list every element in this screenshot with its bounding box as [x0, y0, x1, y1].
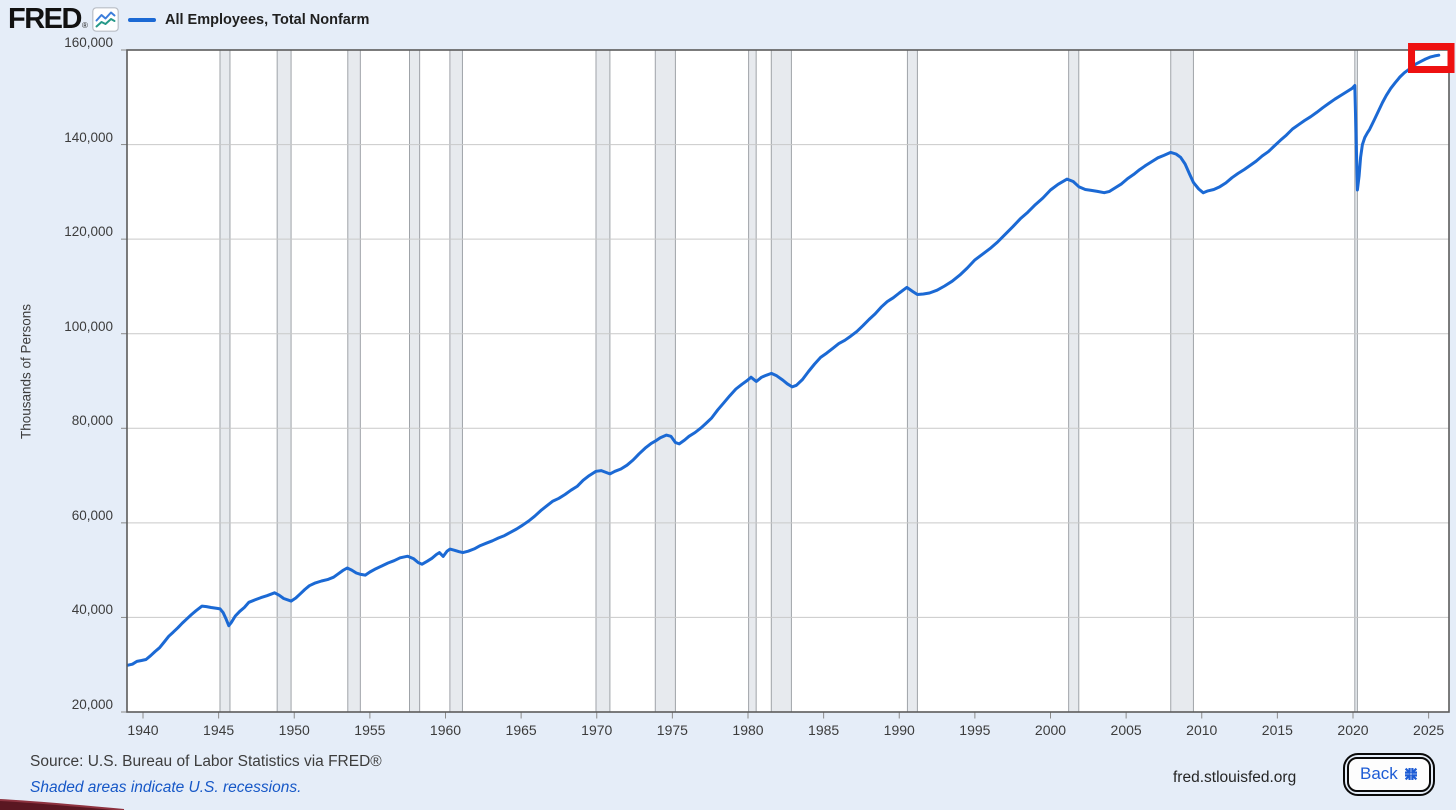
y-tick-label: 40,000	[71, 602, 113, 618]
recession-band	[1354, 50, 1358, 712]
plot-border	[126, 49, 1450, 713]
recession-band	[409, 50, 420, 712]
recession-band	[595, 50, 610, 712]
x-tick-label: 1985	[808, 722, 840, 738]
corner-red-sliver	[0, 799, 125, 810]
recession-band	[655, 50, 676, 712]
x-tick-label: 2020	[1337, 722, 1369, 738]
fred-logo[interactable]: FRED ®	[8, 4, 119, 34]
back-button[interactable]: Back	[1343, 753, 1435, 796]
legend-line-swatch	[128, 18, 156, 22]
recession-band	[449, 50, 463, 712]
x-tick-label: 2000	[1034, 722, 1067, 738]
x-tick-label: 2010	[1186, 722, 1218, 738]
data-line-total-nonfarm[interactable]	[126, 53, 1441, 667]
x-tick-label: 1940	[127, 722, 159, 738]
fred-logo-text: FRED	[8, 3, 82, 35]
x-tick-label: 1990	[883, 722, 915, 738]
x-tick-label: 1975	[656, 722, 688, 738]
x-tick-label: 2025	[1413, 722, 1445, 738]
compress-arrows-icon	[1404, 767, 1417, 781]
x-tick-label: 1970	[581, 722, 613, 738]
x-tick-label: 1995	[959, 722, 991, 738]
x-tick-label: 2005	[1110, 722, 1142, 738]
recession-band	[347, 50, 361, 712]
site-url: fred.stlouisfed.org	[1173, 769, 1297, 786]
recession-band	[748, 50, 757, 712]
highlight-red-box	[1408, 43, 1455, 74]
recession-band	[1068, 50, 1079, 712]
recession-band	[1170, 50, 1194, 712]
x-tick-label: 1980	[732, 722, 764, 738]
y-tick-label: 20,000	[71, 697, 113, 712]
y-tick-label: 60,000	[71, 507, 113, 523]
recession-note-link[interactable]: Shaded areas indicate U.S. recessions.	[30, 779, 302, 796]
x-tick-label: 1960	[429, 722, 462, 738]
recession-band	[277, 50, 292, 712]
x-tick-label: 1965	[505, 722, 537, 738]
registered-mark: ®	[81, 21, 88, 30]
recession-band	[771, 50, 792, 712]
source-text: Source: U.S. Bureau of Labor Statistics …	[30, 753, 382, 770]
recession-band	[219, 50, 230, 712]
y-tick-label: 140,000	[64, 129, 113, 145]
y-tick-label: 120,000	[64, 224, 113, 240]
x-tick-label: 1945	[203, 722, 235, 738]
x-tick-label: 1955	[354, 722, 386, 738]
back-button-inner: Back	[1347, 757, 1431, 792]
x-tick-label: 1950	[278, 722, 310, 738]
chart-header: FRED ® All Employees, Total Nonfarm	[0, 0, 1456, 40]
y-tick-label: 100,000	[64, 318, 113, 334]
recession-band	[907, 50, 918, 712]
y-tick-label: 160,000	[64, 35, 113, 50]
x-tick-label: 2015	[1261, 722, 1293, 738]
y-tick-label: 80,000	[71, 413, 113, 429]
back-button-label: Back	[1360, 764, 1398, 783]
fred-sparkline-icon	[92, 6, 119, 32]
legend: All Employees, Total Nonfarm	[128, 9, 369, 31]
legend-label: All Employees, Total Nonfarm	[165, 12, 370, 28]
